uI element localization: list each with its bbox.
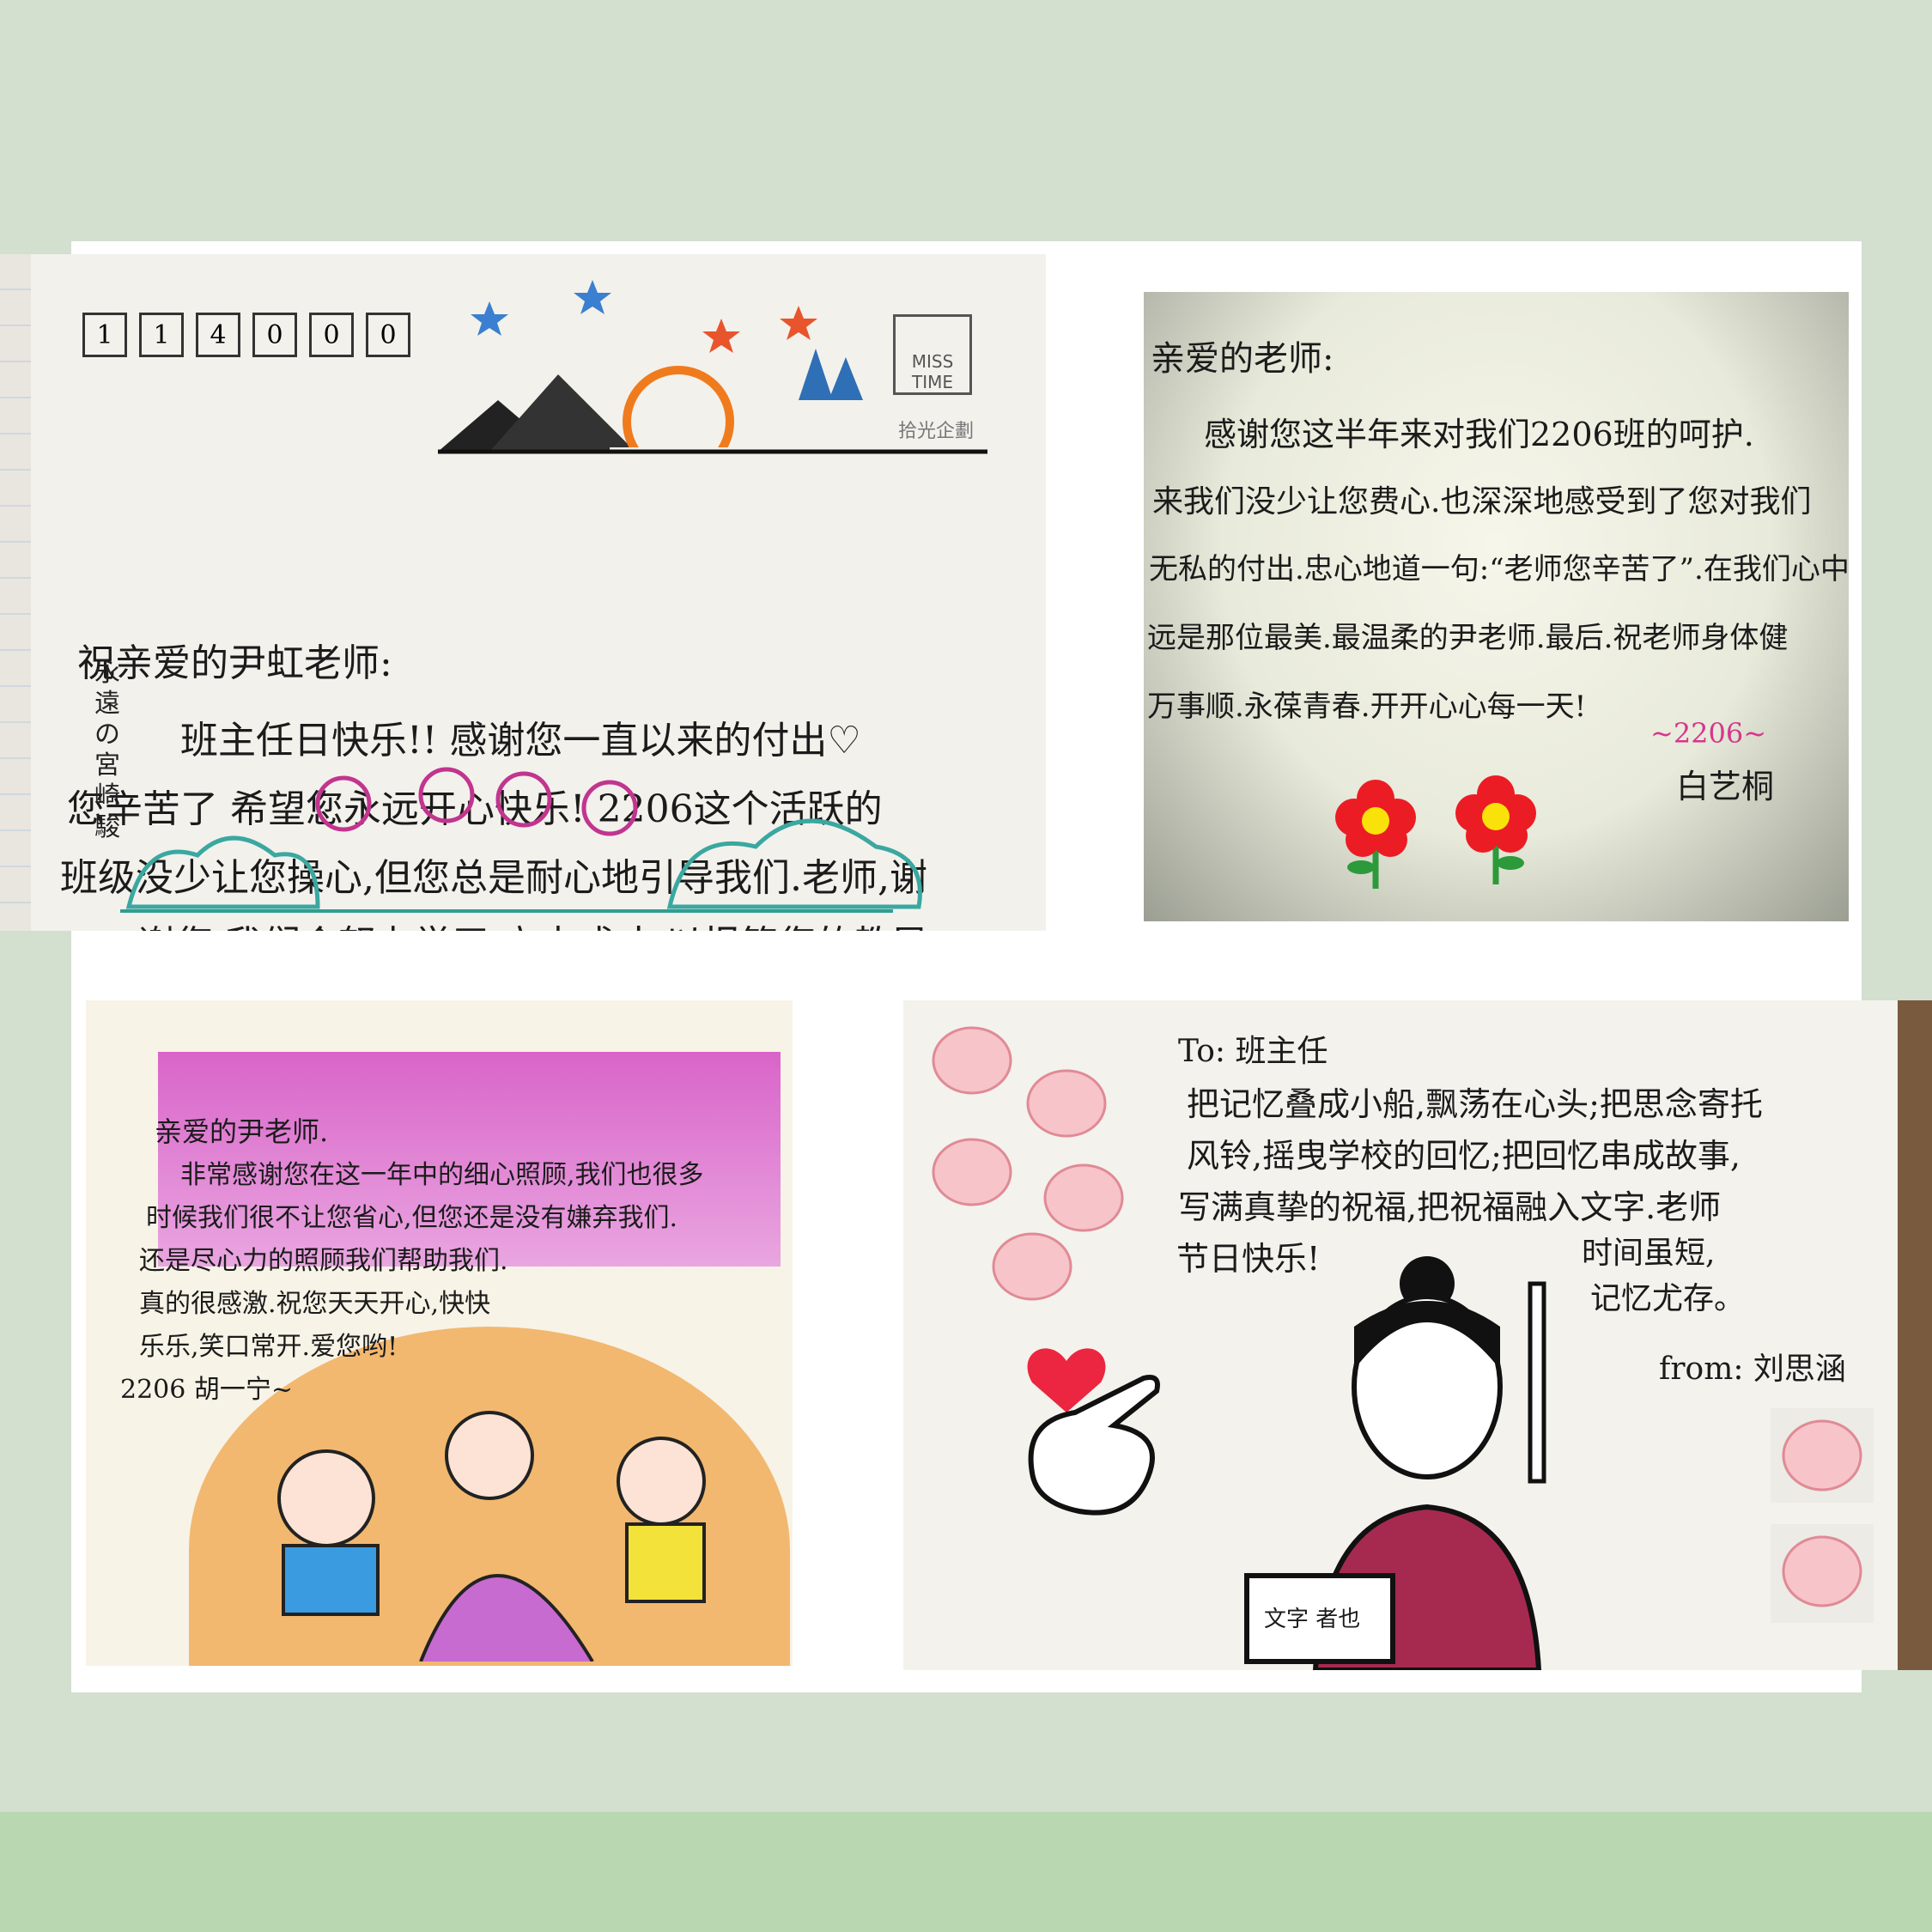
flower-bush-drawing [120, 767, 922, 913]
teacher-pointer [1528, 1281, 1546, 1484]
postcode-digit: 1 [139, 313, 184, 357]
kid-face [277, 1449, 375, 1547]
pig-sticker [932, 1026, 1012, 1095]
card2-class: ~2206~ [1650, 717, 1767, 750]
star-shape [780, 306, 817, 340]
pig-sticker [992, 1232, 1072, 1301]
pig-sticker-group [1771, 1408, 1874, 1623]
pig-sticker [932, 1138, 1012, 1206]
heart-shape [1027, 1348, 1106, 1413]
card1-greeting: 祝亲爱的尹虹老师: [77, 641, 392, 685]
bottom-band [0, 1812, 1932, 1932]
kid-shirt [625, 1522, 706, 1603]
card4-line: 节日快乐! [1176, 1240, 1321, 1278]
stamp-box: MISS TIME [893, 314, 972, 395]
card4-from: from: 刘思涵 [1659, 1352, 1846, 1387]
bush-shape [666, 818, 922, 909]
postcode-digit: 0 [366, 313, 410, 357]
pig-sticker-group [932, 1026, 1124, 1301]
card2-line: 万事顺.永葆青春.开开心心每一天! [1147, 690, 1587, 724]
pig-sticker [1782, 1419, 1862, 1492]
card2-signature: 白艺桐 [1676, 768, 1775, 805]
flower-shape [581, 780, 638, 836]
kid-shirt [282, 1544, 380, 1616]
kid-face [445, 1411, 534, 1500]
tree-shape [799, 349, 833, 400]
stamp-caption: 拾光企劃 [898, 421, 975, 442]
kid-face [617, 1437, 706, 1526]
teacher-book [1244, 1573, 1395, 1664]
card3-greeting: 亲爱的尹老师. [155, 1115, 329, 1148]
flower-shape [418, 767, 475, 823]
card3-line: 时候我们很不让您省心,但您还是没有嫌弃我们. [146, 1203, 678, 1233]
postcode-digit: 4 [196, 313, 240, 357]
card2-line: 来我们没少让您费心.也深深地感受到了您对我们 [1152, 484, 1812, 519]
mountain-sun-drawing [438, 280, 987, 469]
postcard-4: To: 班主任 把记忆叠成小船,飘荡在心头;把思念寄托 风铃,摇曳学校的回忆;把… [903, 1000, 1932, 1670]
cartoon-kids-drawing [277, 1411, 706, 1662]
card1-line: 您辛苦了 希望您永远开心快乐! 2206这个活跃的 [67, 787, 883, 831]
star-shape [702, 319, 740, 353]
postcode-boxes: 1 1 4 0 0 0 [82, 313, 410, 357]
card3-line: 真的很感激.祝您天天开心,快快 [139, 1289, 491, 1319]
hand-shape [1028, 1375, 1160, 1516]
flower-shape [315, 775, 372, 832]
pink-sky [158, 1052, 781, 1267]
tunnel-shape [419, 1574, 594, 1662]
card3-line: 乐乐,笑口常开.爱您哟! [139, 1332, 398, 1362]
mountain-shape [489, 374, 635, 452]
card3-line: 还是尽心力的照顾我们帮助我们. [139, 1246, 508, 1276]
bush-shape [125, 835, 320, 909]
card3-line: 非常感谢您在这一年中的细心照顾,我们也很多 [180, 1160, 704, 1190]
card4-to: To: 班主任 [1178, 1034, 1328, 1069]
card4-line: 写满真挚的祝福,把祝福融入文字.老师 [1178, 1188, 1722, 1226]
card4-line: 把记忆叠成小船,飘荡在心头;把思念寄托 [1187, 1085, 1763, 1123]
pig-sticker [1026, 1069, 1107, 1138]
teacher-face [1352, 1294, 1503, 1479]
pig-sticker [1782, 1535, 1862, 1607]
red-flower-icon [1455, 775, 1536, 884]
postcard-2: 亲爱的老师: 感谢您这半年来对我们2206班的呵护. 来我们没少让您费心.也深深… [1144, 292, 1849, 921]
postcode-digit: 0 [309, 313, 354, 357]
red-flower-icon [1335, 780, 1416, 889]
teacher-drawing [1244, 1256, 1546, 1670]
postcode-digit: 1 [82, 313, 127, 357]
card4-line: 风铃,摇曳学校的回忆;把回忆串成故事, [1187, 1137, 1741, 1175]
star-shape [471, 301, 508, 336]
finger-heart-icon [1027, 1348, 1160, 1516]
notebook-edge [0, 254, 31, 931]
postcard-1: 1 1 4 0 0 0 MISS TIME 拾光企劃 祝亲爱的尹虹老师: 班主任… [0, 254, 1046, 931]
star-shape [574, 280, 611, 314]
card4-side-line: 记忆尤存。 [1590, 1281, 1746, 1316]
card1-line: 班级没少让您操心,但您总是耐心地引导我们.老师,谢 [60, 856, 927, 900]
sun-shape [623, 366, 734, 469]
postcode-digit: 0 [252, 313, 297, 357]
postcard-3: 亲爱的尹老师. 非常感谢您在这一年中的细心照顾,我们也很多 时候我们很不让您省心… [86, 1000, 793, 1666]
card3-signature: 2206 胡一宁~ [120, 1375, 294, 1405]
card2-greeting: 亲爱的老师: [1151, 339, 1334, 379]
card4-side-line: 时间虽短, [1582, 1236, 1716, 1271]
flower-shape [495, 771, 552, 828]
card1-line: 谢您,我们会努力学习,立志成才,以报答您的教导 [137, 914, 929, 931]
book-text: 文字 者也 [1264, 1607, 1361, 1632]
card1-line: 班主任日快乐!! 感谢您一直以来的付出♡ [180, 719, 861, 762]
card2-line: 无私的付出.忠心地道一句:“老师您辛苦了”.在我们心中 [1149, 552, 1849, 586]
vertical-text: 永遠の宮崎駿 [94, 658, 120, 842]
tree-shape [829, 357, 863, 400]
card2-line: 远是那位最美.最温柔的尹老师.最后.祝老师身体健 [1147, 621, 1789, 655]
wood-edge [1898, 1000, 1932, 1670]
pig-sticker [1043, 1163, 1124, 1232]
card2-line: 感谢您这半年来对我们2206班的呵护. [1204, 416, 1754, 453]
